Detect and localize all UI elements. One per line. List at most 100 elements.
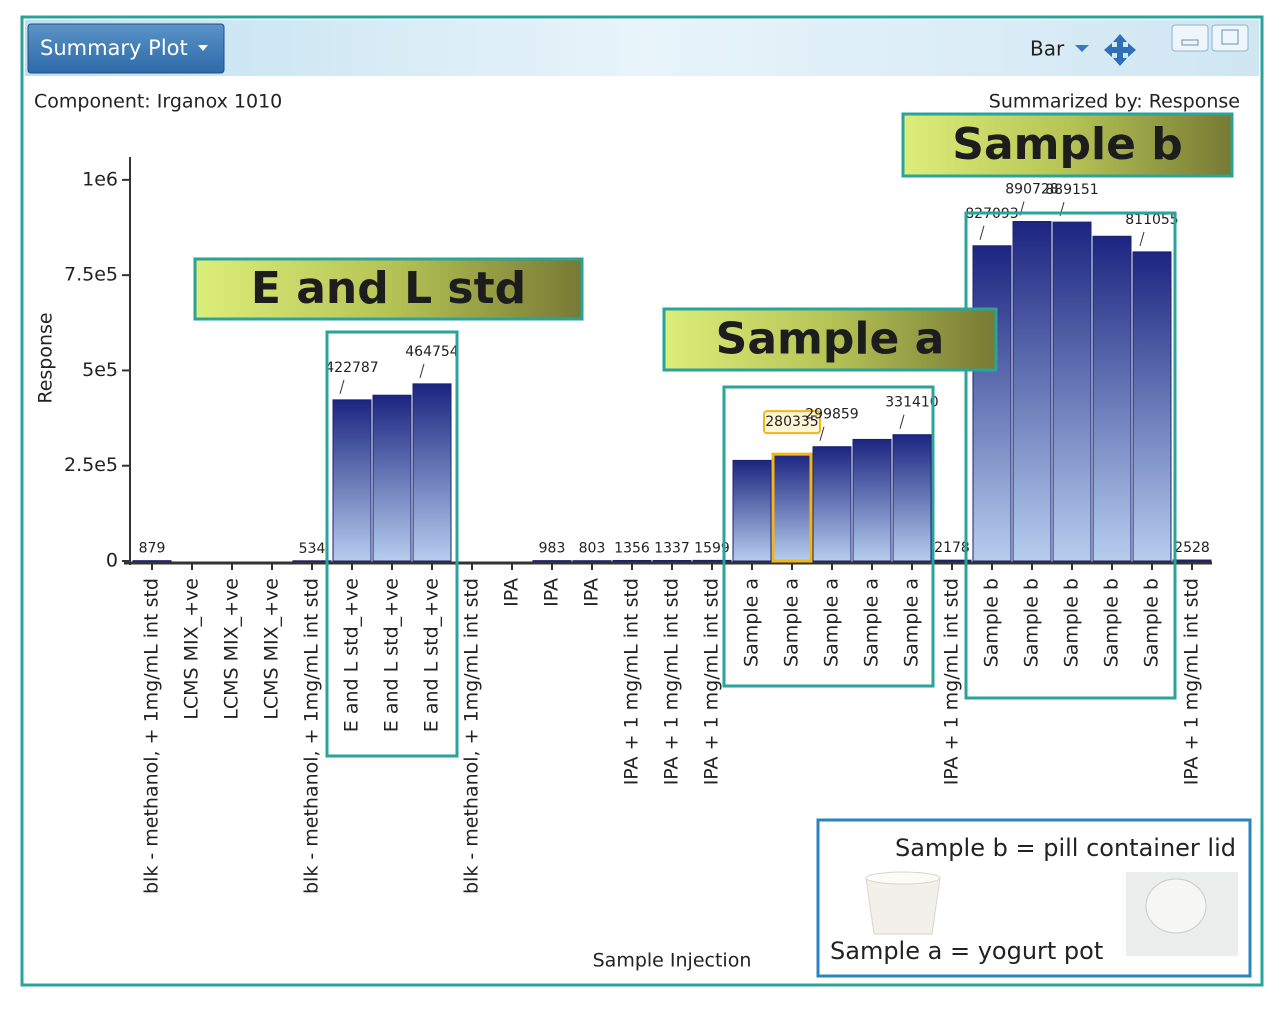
value-label: 879: [139, 541, 166, 557]
leader-line: [1139, 231, 1145, 247]
leader-line: [979, 225, 985, 240]
bar: [1132, 251, 1172, 562]
bar: [612, 559, 652, 562]
maximize-icon: [1221, 29, 1239, 45]
minimize-button[interactable]: [1171, 24, 1209, 52]
annotation-box: [662, 307, 998, 372]
x-tick-label: LCMS MIX_+ve: [181, 578, 203, 720]
group-outline: [722, 385, 935, 688]
x-tick-label: Sample b: [1101, 578, 1123, 667]
value-label: 464754: [405, 344, 459, 360]
move-icon[interactable]: [1104, 34, 1136, 66]
view-selector[interactable]: Bar: [1030, 37, 1065, 61]
annotation-text: Sample b: [952, 119, 1182, 170]
bar: [972, 245, 1012, 562]
bar: [771, 452, 813, 563]
bar: [692, 559, 732, 562]
x-tick-label: Sample a: [741, 578, 763, 667]
leader-line: [339, 379, 345, 394]
x-tick-label: E and L std_+ve: [341, 578, 363, 732]
y-tick-label: 2.5e5: [64, 454, 118, 476]
bar: [332, 399, 372, 562]
note: Sample a = yogurt pot: [830, 937, 1103, 965]
bar: [532, 560, 572, 562]
x-tick-label: E and L std_+ve: [381, 578, 403, 732]
x-tick-label: blk - methanol, + 1mg/mL int std: [461, 578, 483, 894]
annotation-box: [901, 112, 1234, 178]
bar: [372, 394, 412, 562]
x-tick-label: Sample b: [981, 578, 1003, 667]
bar: [652, 559, 692, 562]
x-tick-label: Sample a: [901, 578, 923, 667]
bar: [1052, 221, 1092, 562]
x-tick-label: IPA: [581, 578, 603, 607]
value-label: 1599: [694, 540, 730, 556]
group-outline: [964, 211, 1177, 700]
x-tick-label: Sample a: [861, 578, 883, 667]
x-tick-label: Sample b: [1141, 578, 1163, 667]
annotation-text: E and L std: [251, 263, 526, 314]
value-label: 889151: [1045, 182, 1098, 198]
value-label: 534: [299, 541, 326, 557]
component-label: Component: Irganox 1010: [34, 91, 282, 113]
bar: [412, 383, 452, 562]
leader-line: [419, 363, 425, 379]
value-label: 1337: [654, 540, 690, 556]
bar: [572, 560, 612, 562]
value-label: 983: [539, 541, 566, 557]
bar: [292, 560, 332, 562]
note: Sample b = pill container lid: [895, 834, 1236, 862]
x-tick-label: E and L std_+ve: [421, 578, 443, 732]
value-label: 803: [579, 541, 606, 557]
y-tick-label: 5e5: [82, 359, 118, 381]
x-tick-label: blk - methanol, + 1mg/mL int std: [301, 578, 323, 894]
annotation-box: [193, 257, 584, 321]
menu-button[interactable]: [27, 23, 225, 74]
bar: [1092, 235, 1132, 562]
bar: [852, 438, 892, 562]
value-label: 2178: [934, 540, 970, 556]
x-tick-label: IPA + 1 mg/mL int std: [941, 578, 963, 785]
y-axis-title: Response: [35, 312, 57, 403]
value-label: 811055: [1125, 212, 1178, 228]
x-tick-label: Sample b: [1061, 578, 1083, 667]
x-tick-label: IPA: [541, 578, 563, 607]
window-header: [25, 20, 1259, 76]
selected-label-box: [763, 410, 821, 435]
x-tick-label: IPA: [501, 578, 523, 607]
leader-line: [899, 414, 905, 429]
x-tick-label: IPA + 1 mg/mL int std: [621, 578, 643, 785]
maximize-button[interactable]: [1211, 24, 1249, 52]
lid-image: [1126, 872, 1238, 956]
value-label: 1356: [614, 540, 650, 556]
x-axis-title: Sample Injection: [593, 950, 752, 972]
leader-line: [819, 426, 825, 441]
summary-label: Summarized by: Response: [989, 91, 1240, 113]
x-tick-label: IPA + 1 mg/mL int std: [1181, 578, 1203, 785]
bar: [1012, 221, 1052, 562]
x-tick-label: LCMS MIX_+ve: [261, 578, 283, 720]
y-tick-label: 1e6: [82, 168, 118, 190]
minimize-icon: [1181, 39, 1199, 46]
x-tick-label: LCMS MIX_+ve: [221, 578, 243, 720]
x-tick-label: IPA + 1 mg/mL int std: [701, 578, 723, 785]
x-tick-label: Sample a: [821, 578, 843, 667]
x-tick-label: Sample b: [1021, 578, 1043, 667]
bar: [132, 560, 172, 562]
group-outline: [325, 330, 459, 758]
annotation-text: Sample a: [716, 314, 945, 365]
bar: [732, 459, 772, 562]
value-label: 2528: [1174, 540, 1210, 556]
value-label: 331410: [885, 395, 938, 411]
plot: 0 2.5e5 5e5 7.5e5 1e6 blk - methanol, + 1mg/m…: [64, 112, 1234, 894]
bar: [892, 434, 932, 562]
dropdown-arrow: [198, 45, 208, 51]
x-tick-label: blk - methanol, + 1mg/mL int std: [141, 578, 163, 894]
x-tick-label: Sample a: [781, 578, 803, 667]
value-label: 299859: [805, 407, 858, 423]
y-tick-label: 7.5e5: [64, 264, 118, 286]
value-label: 890728: [1005, 182, 1058, 198]
yogurt-pot-image: [865, 871, 941, 935]
value-label: 280335: [765, 414, 818, 430]
